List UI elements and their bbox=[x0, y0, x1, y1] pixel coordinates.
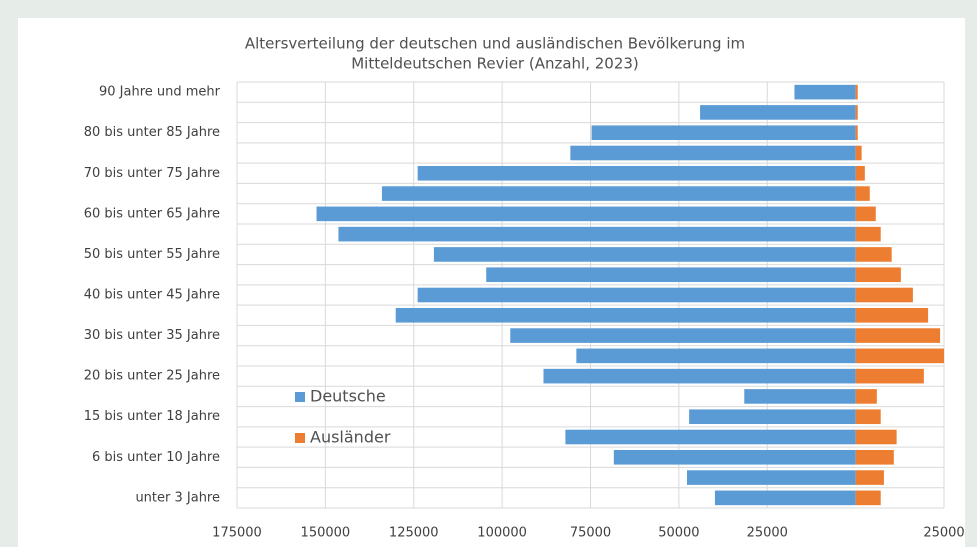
bar bbox=[855, 206, 876, 222]
bar bbox=[855, 247, 892, 262]
x-tick-label: 175000 bbox=[212, 526, 262, 541]
bar bbox=[855, 145, 862, 161]
bar bbox=[855, 449, 894, 465]
bar bbox=[855, 409, 881, 425]
bar bbox=[486, 267, 856, 283]
bar bbox=[687, 470, 856, 485]
bar bbox=[433, 247, 856, 262]
bar bbox=[338, 226, 856, 242]
bar bbox=[855, 470, 884, 485]
bar bbox=[855, 368, 924, 384]
x-tick-label: 125000 bbox=[389, 526, 439, 541]
y-tick-label: unter 3 Jahre bbox=[135, 490, 220, 505]
bar bbox=[855, 490, 881, 506]
bar bbox=[855, 125, 858, 141]
y-tick-label: 20 bis unter 25 Jahre bbox=[84, 369, 220, 384]
bar bbox=[855, 226, 881, 242]
x-tick-label: 150000 bbox=[301, 526, 351, 541]
bar bbox=[855, 186, 870, 201]
x-tick-label: 25000 bbox=[747, 526, 788, 541]
y-tick-label: 60 bis unter 65 Jahre bbox=[84, 206, 220, 221]
y-tick-label: 6 bis unter 10 Jahre bbox=[92, 450, 220, 465]
bar bbox=[855, 328, 941, 343]
bar bbox=[381, 186, 856, 201]
bar bbox=[316, 206, 856, 222]
y-tick-label: 30 bis unter 35 Jahre bbox=[84, 328, 220, 343]
x-tick-label: 100000 bbox=[477, 526, 527, 541]
bar bbox=[417, 287, 856, 303]
bar bbox=[613, 449, 856, 465]
bar bbox=[855, 84, 858, 100]
bar bbox=[855, 348, 944, 364]
bar bbox=[855, 429, 897, 445]
y-tick-label: 50 bis unter 55 Jahre bbox=[84, 247, 220, 262]
bar bbox=[744, 389, 856, 404]
bar bbox=[855, 389, 877, 404]
bar bbox=[689, 409, 856, 425]
y-tick-label: 80 bis unter 85 Jahre bbox=[84, 125, 220, 140]
bar bbox=[700, 105, 856, 120]
bar bbox=[855, 307, 929, 323]
bar bbox=[855, 165, 865, 181]
y-tick-label: 40 bis unter 45 Jahre bbox=[84, 288, 220, 303]
bar bbox=[510, 328, 856, 343]
bar bbox=[543, 368, 856, 384]
bar bbox=[417, 165, 856, 181]
bar bbox=[570, 145, 856, 161]
x-tick-label: 25000 bbox=[923, 526, 964, 541]
y-tick-label: 15 bis unter 18 Jahre bbox=[84, 409, 220, 424]
chart-title: Altersverteilung der deutschen und auslä… bbox=[245, 35, 745, 53]
x-tick-label: 75000 bbox=[570, 526, 611, 541]
bar bbox=[855, 267, 901, 283]
bar bbox=[576, 348, 856, 364]
legend-swatch bbox=[295, 433, 305, 443]
legend-swatch bbox=[295, 392, 305, 402]
bar bbox=[395, 307, 856, 323]
y-tick-label: 70 bis unter 75 Jahre bbox=[84, 166, 220, 181]
legend-label: Ausländer bbox=[310, 428, 391, 447]
bar bbox=[714, 490, 856, 506]
y-tick-label: 90 Jahre und mehr bbox=[99, 85, 221, 100]
bar bbox=[855, 105, 858, 120]
bar bbox=[794, 84, 856, 100]
x-tick-label: 50000 bbox=[658, 526, 699, 541]
bar bbox=[565, 429, 856, 445]
chart-subtitle: Mitteldeutschen Revier (Anzahl, 2023) bbox=[351, 55, 639, 73]
bar bbox=[591, 125, 856, 141]
bar bbox=[855, 287, 913, 303]
legend-label: Deutsche bbox=[310, 387, 386, 406]
